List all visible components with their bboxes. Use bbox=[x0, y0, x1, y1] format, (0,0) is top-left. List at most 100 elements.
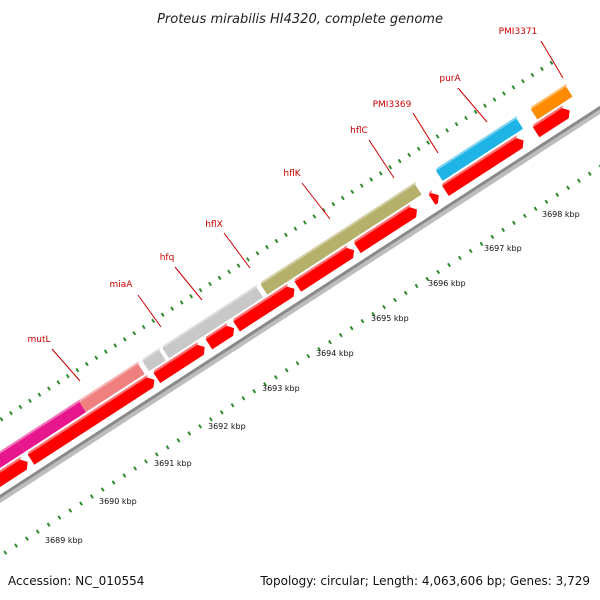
tick-mark bbox=[587, 171, 592, 176]
tick-mark bbox=[350, 189, 355, 195]
outer-tick-ring bbox=[0, 60, 554, 422]
tick-mark bbox=[113, 343, 118, 348]
tick-mark bbox=[75, 367, 80, 373]
tick-mark bbox=[170, 306, 175, 311]
tick-mark bbox=[68, 508, 73, 513]
tick-mark bbox=[555, 192, 560, 197]
tick-mark bbox=[549, 60, 554, 65]
gene-leader-line bbox=[137, 294, 162, 328]
tick-mark bbox=[403, 290, 408, 296]
tick-mark bbox=[0, 417, 4, 422]
tick-mark bbox=[18, 404, 23, 410]
scale-label: 3689 kbp bbox=[45, 536, 83, 545]
gene-block-highlight bbox=[0, 439, 19, 454]
cds-arrow-highlight bbox=[0, 456, 21, 473]
tick-mark bbox=[302, 220, 307, 225]
tick-mark bbox=[154, 452, 159, 457]
gene-label-PMI3369: PMI3369 bbox=[373, 100, 412, 110]
gene-leader-line bbox=[301, 182, 331, 220]
tick-mark bbox=[338, 332, 343, 338]
tick-mark bbox=[468, 248, 473, 254]
gene-block-highlight bbox=[162, 284, 258, 349]
scale-label: 3696 kbp bbox=[428, 279, 466, 288]
accession-text: Accession: NC_010554 bbox=[8, 574, 144, 588]
genome-summary-text: Topology: circular; Length: 4,063,606 bp… bbox=[259, 574, 590, 588]
cds-arrow bbox=[428, 193, 439, 205]
tick-mark bbox=[522, 213, 527, 219]
tick-mark bbox=[340, 195, 345, 201]
scale-label: 3691 kbp bbox=[154, 459, 192, 468]
gene-block-highlight bbox=[18, 399, 81, 442]
scale-label: 3693 kbp bbox=[262, 384, 300, 393]
tick-mark bbox=[35, 529, 40, 534]
tick-mark bbox=[141, 324, 146, 330]
tick-mark bbox=[241, 396, 246, 401]
scale-label: 3692 kbp bbox=[208, 422, 246, 431]
genome-backbone bbox=[0, 105, 600, 504]
tick-mark bbox=[566, 185, 571, 190]
tick-mark bbox=[360, 318, 365, 324]
gene-leader-line bbox=[540, 40, 564, 79]
tick-mark bbox=[246, 257, 250, 262]
cds-arrow bbox=[442, 138, 524, 196]
gene-leader-line bbox=[51, 348, 81, 382]
tick-mark bbox=[283, 232, 288, 238]
tick-mark bbox=[79, 501, 83, 506]
gene-block bbox=[142, 350, 166, 372]
cds-arrow-highlight bbox=[294, 245, 348, 282]
tick-mark bbox=[492, 97, 497, 102]
tick-mark bbox=[530, 72, 535, 78]
tick-mark bbox=[132, 330, 137, 336]
tick-mark bbox=[359, 183, 364, 188]
scale-label-layer: 3689 kbp 3690 kbp 3691 kbp 3692 kbp 3693… bbox=[45, 210, 580, 545]
gene-block-highlight bbox=[142, 347, 160, 362]
gene-leader-line bbox=[457, 87, 488, 123]
tick-mark bbox=[447, 262, 451, 268]
tick-mark bbox=[473, 109, 478, 115]
tick-mark bbox=[388, 165, 393, 170]
tick-mark bbox=[445, 128, 450, 133]
gene-label-hflK: hflK bbox=[283, 169, 301, 179]
tick-mark bbox=[94, 355, 99, 361]
tick-mark bbox=[65, 374, 70, 379]
cds-arrow-highlight bbox=[532, 105, 563, 128]
tick-mark bbox=[160, 312, 165, 317]
cds-arrow bbox=[233, 286, 295, 332]
tick-mark bbox=[144, 459, 148, 464]
scale-label: 3694 kbp bbox=[316, 349, 354, 358]
tick-mark bbox=[425, 276, 430, 282]
gene-label-hfq: hfq bbox=[160, 253, 175, 263]
tick-mark bbox=[293, 226, 298, 231]
tick-mark bbox=[219, 410, 224, 415]
tick-mark bbox=[122, 473, 127, 478]
gene-leader-line bbox=[223, 232, 251, 269]
cds-arrow-highlight bbox=[354, 204, 411, 244]
gene-label-miaA: miaA bbox=[110, 280, 134, 290]
tick-mark bbox=[57, 515, 62, 520]
tick-mark bbox=[208, 281, 212, 287]
tick-mark bbox=[369, 177, 374, 182]
gene-block bbox=[353, 184, 422, 235]
gene-block-highlight bbox=[530, 83, 567, 110]
tick-mark bbox=[521, 78, 525, 84]
gene-label-hflX: hflX bbox=[205, 220, 223, 230]
tick-mark bbox=[28, 398, 32, 404]
tick-mark bbox=[179, 300, 184, 305]
gene-block bbox=[79, 364, 145, 413]
tick-mark bbox=[230, 403, 235, 408]
tick-mark bbox=[165, 445, 170, 450]
tick-mark bbox=[349, 325, 354, 331]
tick-mark bbox=[100, 487, 105, 492]
tick-mark bbox=[397, 158, 402, 164]
tick-mark bbox=[198, 287, 203, 293]
tick-mark bbox=[454, 121, 459, 127]
cds-arrow bbox=[27, 377, 155, 465]
scale-label: 3695 kbp bbox=[371, 314, 409, 323]
tick-mark bbox=[576, 178, 581, 183]
tick-mark bbox=[306, 353, 311, 359]
cds-arrow bbox=[354, 207, 417, 254]
cds-arrow bbox=[205, 325, 235, 350]
gene-block-highlight bbox=[260, 222, 354, 285]
gene-leader-line bbox=[174, 266, 203, 301]
